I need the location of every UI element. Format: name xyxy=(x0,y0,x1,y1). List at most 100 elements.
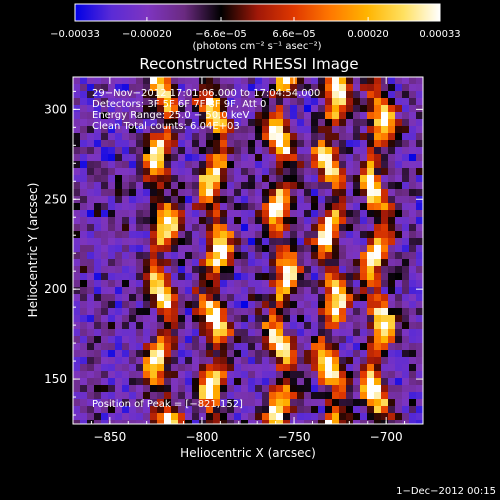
heatmap-cell xyxy=(367,231,374,238)
heatmap-cell xyxy=(381,399,388,406)
heatmap-cell xyxy=(192,315,199,322)
heatmap-cell xyxy=(143,126,150,133)
heatmap-cell xyxy=(311,399,318,406)
heatmap-cell xyxy=(388,203,395,210)
heatmap-cell xyxy=(94,420,101,424)
heatmap-cell xyxy=(143,210,150,217)
heatmap-cell xyxy=(262,266,269,273)
heatmap-cell xyxy=(388,301,395,308)
heatmap-cell xyxy=(234,420,241,424)
heatmap-cell xyxy=(234,259,241,266)
heatmap-cell xyxy=(339,273,346,280)
heatmap-cell xyxy=(353,203,360,210)
heatmap-cell xyxy=(206,217,213,224)
heatmap-cell xyxy=(150,231,157,238)
heatmap-cell xyxy=(136,301,143,308)
heatmap-cell xyxy=(185,224,192,231)
heatmap-cell xyxy=(171,210,178,217)
heatmap-cell xyxy=(143,105,150,112)
heatmap-cell xyxy=(94,238,101,245)
heatmap-cell xyxy=(416,371,423,378)
heatmap-cell xyxy=(304,140,311,147)
heatmap-cell xyxy=(129,105,136,112)
heatmap-cell xyxy=(94,84,101,91)
heatmap-cell xyxy=(297,413,304,420)
heatmap-cell xyxy=(374,385,381,392)
heatmap-cell xyxy=(332,168,339,175)
heatmap-cell xyxy=(304,322,311,329)
heatmap-cell xyxy=(185,357,192,364)
heatmap-cell xyxy=(339,413,346,420)
heatmap-cell xyxy=(136,126,143,133)
heatmap-cell xyxy=(185,147,192,154)
heatmap-cell xyxy=(150,378,157,385)
heatmap-cell xyxy=(276,119,283,126)
heatmap-cell xyxy=(150,210,157,217)
heatmap-cell xyxy=(129,84,136,91)
heatmap-cell xyxy=(178,126,185,133)
heatmap-cell xyxy=(108,280,115,287)
heatmap-cell xyxy=(213,294,220,301)
heatmap-cell xyxy=(136,392,143,399)
heatmap-cell xyxy=(325,399,332,406)
heatmap-cell xyxy=(276,259,283,266)
heatmap-cell xyxy=(395,168,402,175)
heatmap-cell xyxy=(164,357,171,364)
heatmap-cell xyxy=(101,161,108,168)
heatmap-cell xyxy=(325,322,332,329)
heatmap-cell xyxy=(101,343,108,350)
heatmap-cell xyxy=(248,315,255,322)
heatmap-cell xyxy=(234,196,241,203)
heatmap-cell xyxy=(192,357,199,364)
heatmap-cell xyxy=(241,385,248,392)
heatmap-cell xyxy=(157,182,164,189)
heatmap-cell xyxy=(108,231,115,238)
heatmap-cell xyxy=(150,336,157,343)
heatmap-cell xyxy=(220,420,227,424)
heatmap-cell xyxy=(150,350,157,357)
heatmap-cell xyxy=(409,385,416,392)
heatmap-cell xyxy=(241,126,248,133)
heatmap-cell xyxy=(136,231,143,238)
heatmap-cell xyxy=(269,294,276,301)
heatmap-cell xyxy=(304,112,311,119)
heatmap-cell xyxy=(388,238,395,245)
heatmap-cell xyxy=(360,154,367,161)
heatmap-cell xyxy=(206,252,213,259)
heatmap-cell xyxy=(339,301,346,308)
heatmap-cell xyxy=(199,203,206,210)
heatmap-cell xyxy=(346,406,353,413)
heatmap-cell xyxy=(80,238,87,245)
heatmap-cell xyxy=(227,238,234,245)
heatmap-cell xyxy=(339,371,346,378)
heatmap-cell xyxy=(325,245,332,252)
heatmap-cell xyxy=(248,203,255,210)
heatmap-cell xyxy=(129,182,136,189)
heatmap-cell xyxy=(262,364,269,371)
heatmap-cell xyxy=(304,378,311,385)
heatmap-cell xyxy=(388,329,395,336)
heatmap-cell xyxy=(101,364,108,371)
heatmap-cell xyxy=(255,210,262,217)
heatmap-cell xyxy=(157,112,164,119)
heatmap-cell xyxy=(227,182,234,189)
heatmap-cell xyxy=(213,301,220,308)
heatmap-cell xyxy=(269,287,276,294)
heatmap-cell xyxy=(178,84,185,91)
heatmap-cell xyxy=(255,252,262,259)
heatmap-cell xyxy=(227,280,234,287)
heatmap-cell xyxy=(409,196,416,203)
heatmap-cell xyxy=(416,294,423,301)
heatmap-cell xyxy=(248,112,255,119)
heatmap-cell xyxy=(367,336,374,343)
heatmap-cell xyxy=(395,329,402,336)
heatmap-cell xyxy=(381,350,388,357)
heatmap-cell xyxy=(388,287,395,294)
heatmap-cell xyxy=(374,112,381,119)
heatmap-cell xyxy=(227,399,234,406)
colorbar-tick-label: −0.00020 xyxy=(122,29,172,40)
heatmap-cell xyxy=(255,126,262,133)
heatmap-cell xyxy=(283,105,290,112)
heatmap-cell xyxy=(101,378,108,385)
heatmap-cell xyxy=(318,224,325,231)
